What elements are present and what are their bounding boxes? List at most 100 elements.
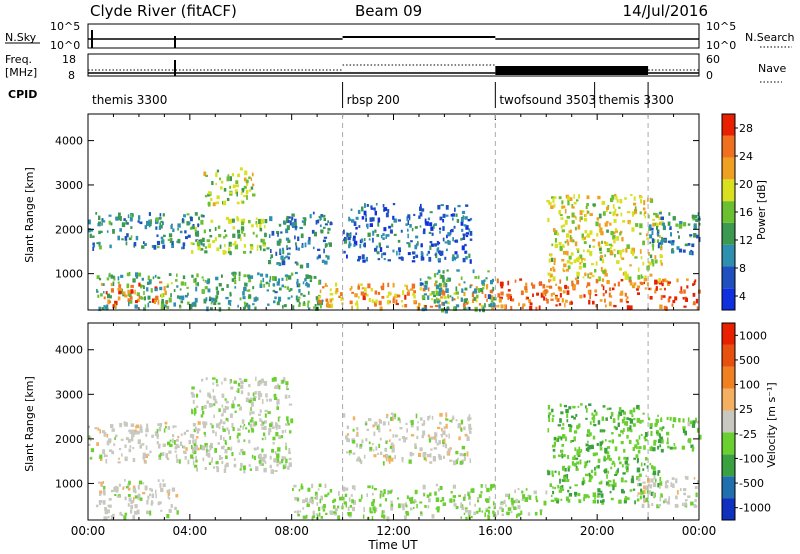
echo-cell — [582, 276, 585, 279]
echo-cell — [691, 423, 696, 428]
echo-cell — [585, 206, 588, 210]
echo-cell — [114, 437, 116, 440]
echo-cell — [524, 497, 528, 502]
echo-cell — [626, 466, 629, 470]
echo-cell — [211, 457, 213, 462]
echo-cell — [570, 440, 574, 443]
echo-cell — [464, 287, 468, 291]
echo-cell — [191, 386, 195, 390]
echo-cell — [216, 247, 220, 252]
echo-cell — [117, 276, 120, 281]
echo-cell — [480, 491, 483, 494]
echo-cell — [576, 461, 580, 465]
echo-cell — [168, 297, 172, 303]
echo-cell — [237, 229, 241, 234]
echo-cell — [318, 506, 321, 512]
echo-cell — [134, 430, 138, 435]
echo-cell — [115, 486, 119, 491]
echo-cell — [560, 436, 563, 441]
echo-cell — [186, 429, 189, 432]
echo-cell — [345, 435, 348, 440]
echo-cell — [265, 281, 269, 285]
echo-cell — [239, 468, 242, 471]
echo-cell — [633, 208, 638, 214]
echo-cell — [659, 235, 661, 238]
echo-cell — [582, 477, 585, 481]
echo-cell — [234, 396, 237, 401]
echo-cell — [234, 410, 237, 413]
echo-cell — [387, 259, 391, 262]
echo-cell — [125, 220, 128, 225]
echo-cell — [408, 243, 411, 248]
echo-cell — [637, 274, 641, 280]
echo-cell — [435, 432, 438, 438]
echo-cell — [420, 513, 423, 516]
echo-cell — [566, 419, 569, 423]
echo-cell — [300, 483, 303, 488]
echo-cell — [552, 490, 555, 495]
echo-cell — [164, 421, 168, 425]
echo-cell — [191, 444, 193, 450]
echo-cell — [173, 425, 177, 428]
echo-cell — [467, 491, 471, 494]
echo-cell — [653, 441, 657, 446]
echo-cell — [629, 282, 633, 286]
echo-cell — [410, 424, 414, 428]
echo-cell — [687, 243, 691, 246]
echo-cell — [275, 385, 279, 390]
echo-cell — [448, 433, 450, 439]
echo-cell — [659, 481, 662, 485]
echo-cell — [467, 416, 470, 422]
echo-cell — [328, 242, 332, 247]
echo-cell — [261, 437, 264, 441]
power-ylabel: Slant Range [km] — [23, 167, 36, 263]
echo-cell — [595, 279, 599, 284]
echo-cell — [237, 404, 241, 407]
echo-cell — [191, 274, 194, 278]
echo-cell — [261, 426, 265, 430]
echo-cell — [400, 299, 403, 303]
echo-cell — [205, 174, 208, 177]
echo-cell — [371, 516, 374, 521]
echo-cell — [381, 514, 385, 518]
echo-cell — [692, 283, 695, 286]
echo-cell — [638, 446, 642, 449]
echo-cell — [309, 214, 312, 219]
echo-cell — [269, 423, 273, 428]
echo-cell — [263, 454, 267, 459]
echo-cell — [604, 222, 608, 227]
echo-cell — [120, 274, 124, 278]
echo-cell — [667, 445, 670, 449]
echo-cell — [579, 216, 583, 221]
echo-cell — [157, 276, 161, 279]
echo-cell — [302, 302, 306, 306]
echo-cell — [510, 295, 512, 299]
colorbar-swatch — [722, 135, 735, 158]
power-colorbar-title: Power [dB] — [755, 180, 768, 240]
echo-cell — [127, 289, 131, 294]
echo-cell — [194, 297, 198, 303]
echo-cell — [314, 304, 317, 307]
echo-cell — [267, 303, 270, 306]
echo-cell — [147, 295, 151, 300]
echo-cell — [132, 487, 136, 493]
echo-cell — [630, 249, 633, 255]
echo-cell — [401, 503, 405, 508]
echo-cell — [92, 245, 96, 248]
echo-cell — [243, 424, 246, 427]
echo-cell — [610, 497, 614, 501]
echo-cell — [243, 469, 246, 474]
echo-cell — [281, 379, 285, 384]
echo-cell — [467, 306, 470, 310]
echo-cell — [443, 282, 446, 285]
echo-cell — [127, 503, 130, 507]
echo-cell — [553, 260, 556, 265]
echo-cell — [392, 296, 396, 300]
echo-cell — [694, 499, 697, 503]
echo-cell — [162, 479, 165, 482]
echo-cell — [463, 307, 467, 310]
echo-cell — [176, 240, 178, 243]
echo-cell — [395, 303, 399, 306]
echo-cell — [599, 299, 603, 302]
echo-cell — [445, 434, 448, 438]
